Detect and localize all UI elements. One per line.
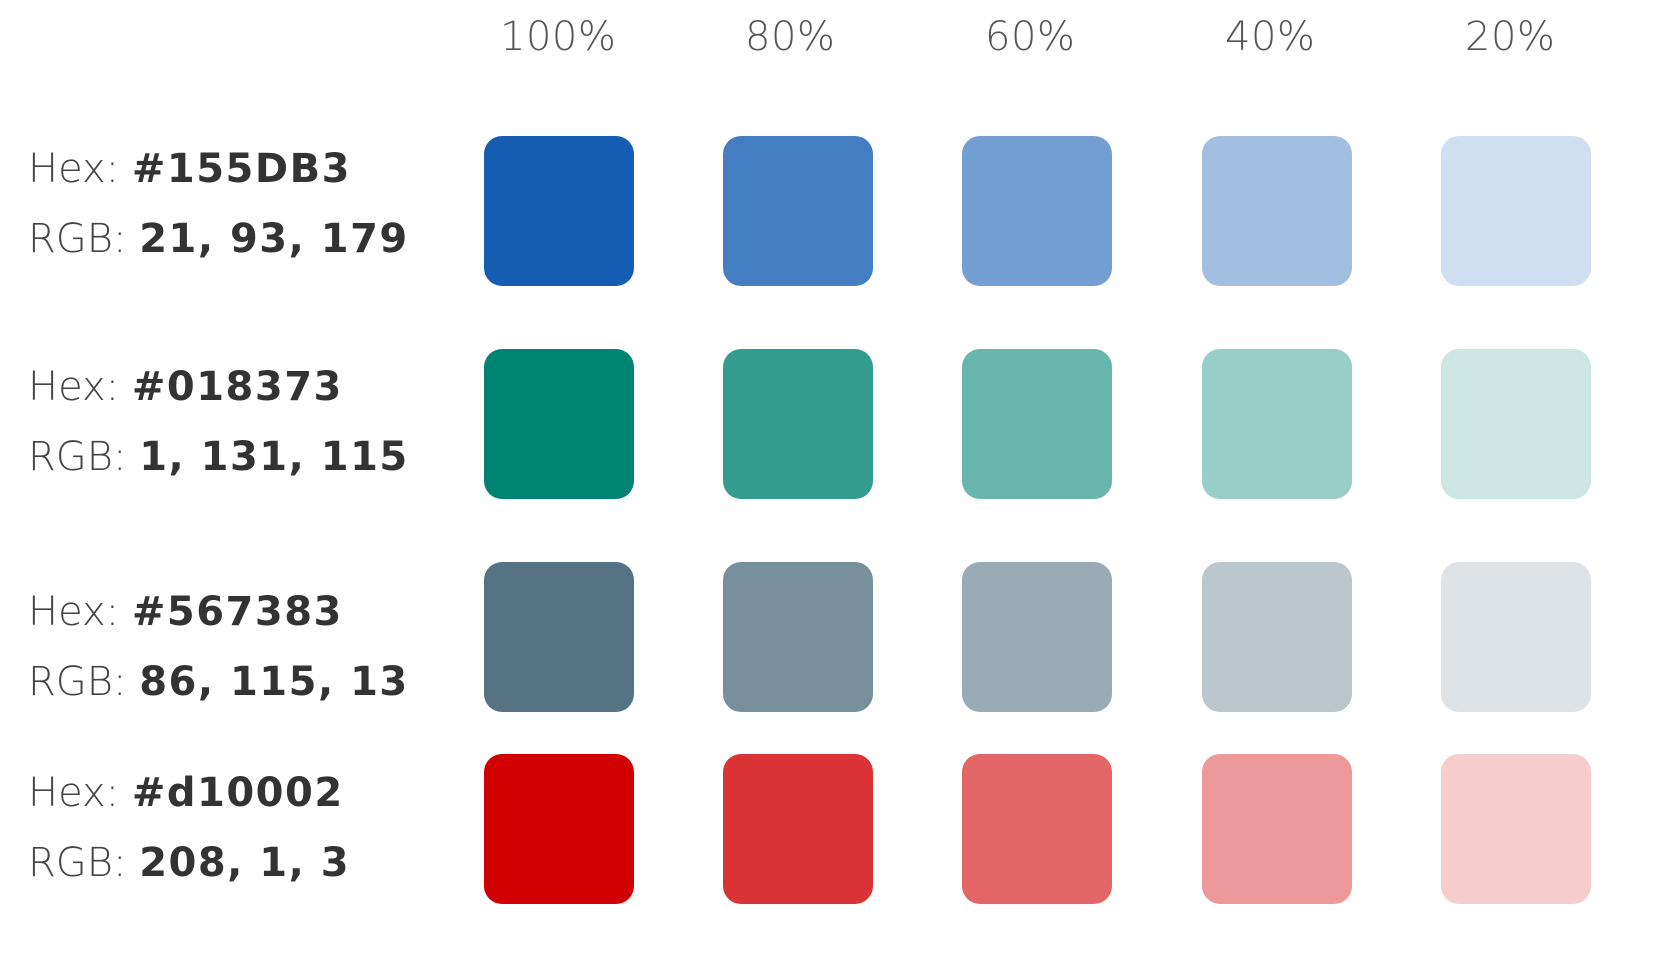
rgb-value: 21, 93, 179 [139, 216, 409, 262]
swatch-teal-80 [723, 349, 873, 499]
swatch-teal-60 [962, 349, 1112, 499]
hex-label-red: Hex: #d10002 [28, 770, 344, 816]
header-80: 80% [745, 14, 836, 60]
swatch-slate-100 [484, 562, 634, 712]
hex-label-blue: Hex: #155DB3 [28, 146, 351, 192]
swatch-teal-100 [484, 349, 634, 499]
header-60: 60% [985, 14, 1076, 60]
hex-prefix: Hex: [28, 364, 120, 410]
hex-value: #018373 [131, 364, 343, 410]
rgb-label-blue: RGB: 21, 93, 179 [28, 216, 409, 262]
hex-label-slate: Hex: #567383 [28, 589, 343, 635]
swatch-blue-80 [723, 136, 873, 286]
rgb-prefix: RGB: [28, 840, 127, 886]
swatch-slate-40 [1202, 562, 1352, 712]
header-20: 20% [1465, 14, 1556, 60]
swatch-red-100 [484, 754, 634, 904]
hex-prefix: Hex: [28, 146, 120, 192]
hex-value: #d10002 [131, 770, 344, 816]
swatch-blue-100 [484, 136, 634, 286]
hex-value: #155DB3 [131, 146, 351, 192]
swatch-teal-20 [1441, 349, 1591, 499]
rgb-value: 208, 1, 3 [139, 840, 351, 886]
swatch-red-60 [962, 754, 1112, 904]
rgb-value: 1, 131, 115 [139, 434, 409, 480]
swatch-blue-40 [1202, 136, 1352, 286]
swatch-slate-60 [962, 562, 1112, 712]
swatch-blue-20 [1441, 136, 1591, 286]
hex-prefix: Hex: [28, 589, 120, 635]
swatch-red-80 [723, 754, 873, 904]
rgb-prefix: RGB: [28, 434, 127, 480]
swatch-red-20 [1441, 754, 1591, 904]
swatch-slate-80 [723, 562, 873, 712]
rgb-label-red: RGB: 208, 1, 3 [28, 840, 350, 886]
swatch-slate-20 [1441, 562, 1591, 712]
rgb-label-slate: RGB: 86, 115, 13 [28, 659, 409, 705]
hex-label-teal: Hex: #018373 [28, 364, 343, 410]
rgb-label-teal: RGB: 1, 131, 115 [28, 434, 409, 480]
header-40: 40% [1225, 14, 1316, 60]
header-100: 100% [500, 14, 617, 60]
swatch-red-40 [1202, 754, 1352, 904]
rgb-prefix: RGB: [28, 216, 127, 262]
rgb-value: 86, 115, 13 [139, 659, 409, 705]
hex-prefix: Hex: [28, 770, 120, 816]
hex-value: #567383 [131, 589, 343, 635]
swatch-blue-60 [962, 136, 1112, 286]
rgb-prefix: RGB: [28, 659, 127, 705]
swatch-teal-40 [1202, 349, 1352, 499]
